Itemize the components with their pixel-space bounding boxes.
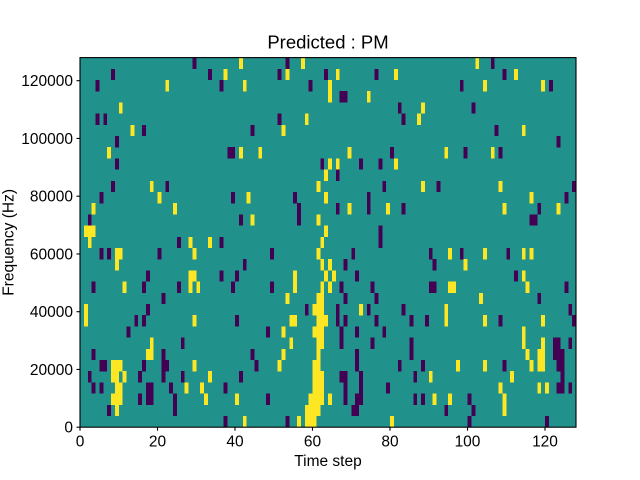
- svg-text:0: 0: [64, 420, 73, 437]
- svg-text:40000: 40000: [30, 304, 73, 321]
- svg-text:120000: 120000: [21, 73, 73, 90]
- svg-text:20: 20: [149, 434, 167, 451]
- svg-text:60: 60: [304, 434, 322, 451]
- svg-text:20000: 20000: [30, 362, 73, 379]
- svg-text:80: 80: [381, 434, 399, 451]
- svg-text:40: 40: [226, 434, 244, 451]
- svg-text:80000: 80000: [30, 189, 73, 206]
- svg-text:Frequency (Hz): Frequency (Hz): [1, 189, 18, 296]
- svg-text:100000: 100000: [21, 131, 73, 148]
- svg-text:60000: 60000: [30, 246, 73, 263]
- svg-text:Predicted : PM: Predicted : PM: [267, 32, 388, 53]
- svg-text:0: 0: [76, 434, 85, 451]
- svg-text:100: 100: [455, 434, 481, 451]
- svg-text:120: 120: [532, 434, 558, 451]
- svg-text:Time step: Time step: [294, 453, 361, 470]
